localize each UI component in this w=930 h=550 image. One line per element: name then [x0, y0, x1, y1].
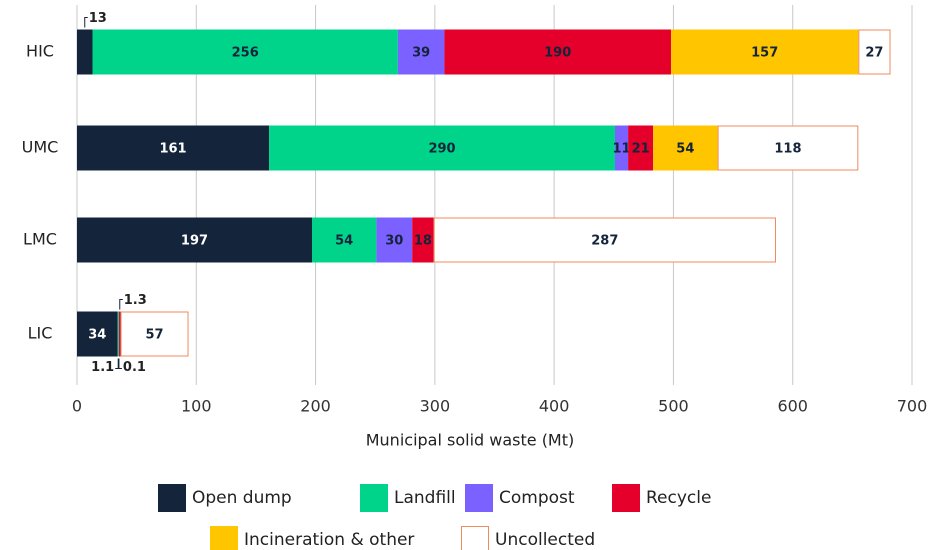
- bar-segment: [92, 29, 398, 75]
- bar-segment: [118, 311, 121, 357]
- legend-label: Compost: [499, 488, 575, 508]
- data-label: 118: [774, 142, 801, 157]
- data-label: 256: [232, 46, 259, 61]
- data-label: 157: [751, 46, 778, 61]
- data-label: 161: [159, 142, 186, 157]
- data-label: 11: [612, 142, 630, 157]
- category-label: UMC: [22, 138, 59, 157]
- data-label: 287: [591, 234, 618, 249]
- category-label: LIC: [28, 324, 53, 343]
- bar-segment: [717, 125, 859, 171]
- data-label: 1.1: [91, 360, 114, 375]
- data-label: 18: [414, 234, 432, 249]
- bar-segment: [77, 125, 270, 171]
- legend-swatch: [612, 484, 640, 512]
- data-label: 0.1: [123, 360, 146, 375]
- x-tick-label: 0: [72, 397, 82, 416]
- bar-segment: [671, 29, 859, 75]
- category-label: LMC: [23, 230, 57, 249]
- x-tick-label: 700: [897, 397, 928, 416]
- bar-segment: [77, 217, 312, 263]
- legend-swatch: [158, 484, 186, 512]
- data-label: 190: [544, 46, 571, 61]
- data-label: 290: [428, 142, 455, 157]
- legend-swatch: [210, 526, 238, 550]
- bar-segment: [77, 311, 118, 357]
- data-label: 197: [181, 234, 208, 249]
- bar-segment: [269, 125, 615, 171]
- data-label: 30: [385, 234, 403, 249]
- x-tick-label: 600: [777, 397, 808, 416]
- legend-label: Uncollected: [495, 530, 595, 550]
- label-leader: [115, 358, 119, 369]
- label-leader: [84, 17, 88, 28]
- bar-segment: [117, 311, 119, 357]
- x-tick-label: 200: [300, 397, 331, 416]
- x-axis-label: Municipal solid waste (Mt): [366, 431, 575, 450]
- bar-segment: [311, 217, 377, 263]
- data-label: 39: [412, 46, 430, 61]
- bar-segment: [120, 311, 189, 357]
- label-leader: [119, 299, 123, 310]
- bar-segment: [628, 125, 654, 171]
- bar-segment: [614, 125, 629, 171]
- category-label: HIC: [26, 42, 54, 61]
- data-label: 13: [89, 11, 107, 26]
- bar-segment: [397, 29, 445, 75]
- data-label: 21: [632, 142, 650, 157]
- bar-segment: [444, 29, 672, 75]
- legend-label: Landfill: [394, 488, 456, 508]
- label-leader: [118, 358, 122, 369]
- bar-segment: [433, 217, 777, 263]
- x-tick-label: 500: [658, 397, 689, 416]
- data-label: 27: [865, 46, 883, 61]
- bar-segment: [653, 125, 718, 171]
- bar-segment: [376, 217, 413, 263]
- legend-label: Open dump: [192, 488, 292, 508]
- legend-label: Recycle: [646, 488, 711, 508]
- data-label: 57: [145, 328, 163, 343]
- legend-swatch: [360, 484, 388, 512]
- bar-segment: [412, 217, 434, 263]
- legend-label: Incineration & other: [244, 530, 414, 550]
- data-label: 54: [676, 142, 694, 157]
- x-tick-label: 300: [420, 397, 451, 416]
- data-label: 1.3: [124, 293, 147, 308]
- bar-segment: [858, 29, 891, 75]
- data-label: 54: [335, 234, 353, 249]
- legend-swatch: [461, 526, 489, 550]
- legend-swatch: [465, 484, 493, 512]
- data-label: 34: [88, 328, 106, 343]
- x-tick-label: 100: [181, 397, 212, 416]
- bar-segment: [77, 29, 93, 75]
- x-tick-label: 400: [539, 397, 570, 416]
